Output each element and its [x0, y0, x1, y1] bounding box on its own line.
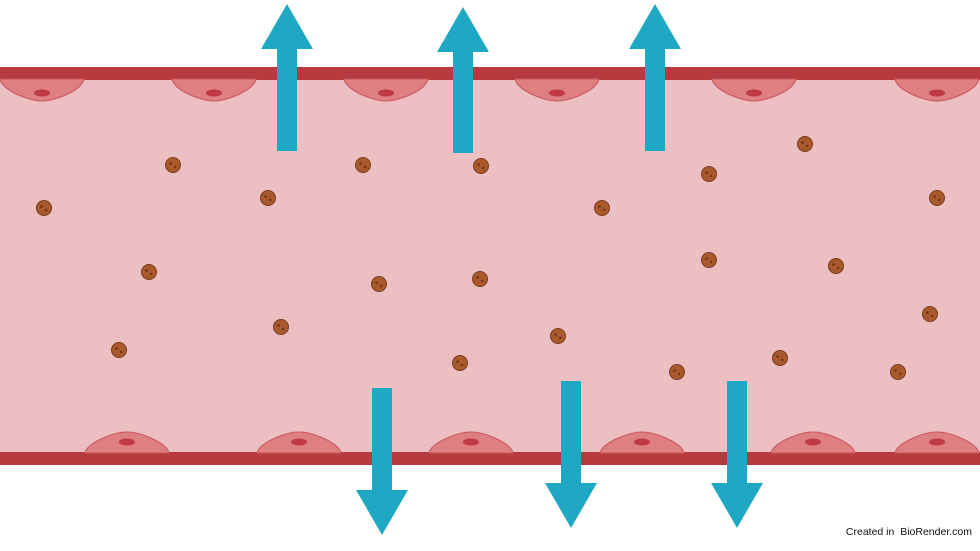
arrows-layer	[261, 4, 763, 535]
endothelial-cell-icon	[343, 78, 429, 102]
arrow-up-icon	[261, 4, 313, 151]
endothelial-cell-icon	[894, 431, 980, 454]
arrow-up-icon	[629, 4, 681, 151]
endothelial-cell-icon	[171, 78, 257, 102]
arrow-up-icon	[437, 7, 489, 153]
particle-icon	[452, 355, 468, 371]
endothelial-cells-bottom	[84, 431, 980, 454]
endothelial-cells-top	[0, 78, 980, 102]
arrow-down-icon	[711, 381, 763, 528]
particle-icon	[550, 328, 566, 344]
particle-icon	[701, 252, 717, 268]
particle-icon	[797, 136, 813, 152]
particle-icon	[36, 200, 52, 216]
endothelial-cell-icon	[84, 431, 170, 454]
particle-icon	[772, 350, 788, 366]
vessel-wall-bottom	[0, 452, 980, 465]
arrow-down-icon	[545, 381, 597, 528]
particle-icon	[472, 271, 488, 287]
particle-icon	[890, 364, 906, 380]
particle-icon	[260, 190, 276, 206]
particle-icon	[355, 157, 371, 173]
particle-icon	[669, 364, 685, 380]
particle-icon	[594, 200, 610, 216]
particle-icon	[701, 166, 717, 182]
particle-icon	[929, 190, 945, 206]
endothelial-cell-icon	[894, 78, 980, 102]
particle-icon	[273, 319, 289, 335]
particle-icon	[473, 158, 489, 174]
endothelial-cell-icon	[256, 431, 342, 454]
endothelial-cell-icon	[711, 78, 797, 102]
particles-layer	[36, 136, 945, 380]
vessel-wall-top	[0, 67, 980, 80]
credit-prefix: Created in	[845, 526, 895, 538]
endothelial-cell-icon	[428, 431, 514, 454]
endothelial-cell-icon	[770, 431, 856, 454]
credit-text: Created in BioRender.com	[846, 526, 972, 538]
particle-icon	[828, 258, 844, 274]
particle-icon	[111, 342, 127, 358]
particle-icon	[141, 264, 157, 280]
particle-icon	[165, 157, 181, 173]
endothelial-cell-icon	[514, 78, 600, 102]
particle-icon	[371, 276, 387, 292]
vessel-lumen	[0, 78, 980, 454]
endothelial-cell-icon	[0, 78, 85, 102]
arrow-down-icon	[356, 388, 408, 535]
endothelial-cell-icon	[599, 431, 685, 454]
credit-brand: BioRender.com	[900, 526, 972, 538]
particle-icon	[922, 306, 938, 322]
